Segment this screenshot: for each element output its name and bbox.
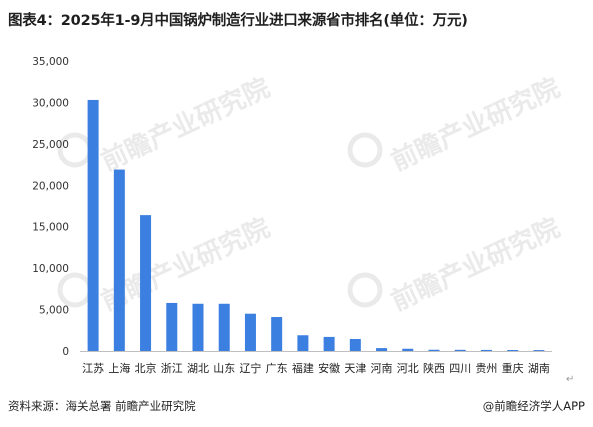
bar-8 [297,335,309,351]
category-label: 辽宁 [239,361,261,375]
bar-10 [349,338,361,351]
category-label: 四川 [449,362,471,375]
category-label: 上海 [108,361,130,375]
watermark-text: 前瞻产业研究院 [386,72,564,177]
bar-5 [218,303,230,351]
watermark-text: 前瞻产业研究院 [96,72,274,177]
y-tick-label: 0 [62,346,69,358]
bar-12 [402,348,414,351]
chart-title: 图表4：2025年1-9月中国锅炉制造行业进口来源省市排名(单位：万元) [8,13,468,29]
category-label: 广东 [266,362,288,375]
source-note: 资料来源：海关总署 前瞻产业研究院 [8,399,196,413]
y-tick-label: 35,000 [32,56,69,68]
category-label: 安徽 [318,361,340,375]
bar-1 [113,169,125,351]
y-tick-label: 10,000 [32,263,69,275]
y-tick-label: 5,000 [39,305,69,317]
brand-label: @前瞻经济学人APP [482,399,585,413]
bar-6 [244,313,256,351]
watermark-text: 前瞻产业研究院 [386,212,564,317]
bar-0 [87,99,99,351]
watermark-logo-icon [347,132,383,168]
bar-16 [507,350,519,351]
category-label: 河南 [371,362,393,375]
category-label: 北京 [135,361,157,375]
category-label: 山东 [213,362,235,375]
bar-3 [166,302,178,351]
return-mark: ↵ [566,374,575,385]
y-tick-label: 25,000 [32,139,69,151]
bar-4 [192,303,204,351]
category-label: 天津 [344,362,366,375]
category-label: 福建 [292,361,314,375]
category-label: 陕西 [423,361,445,375]
category-label: 江苏 [82,362,104,375]
bar-17 [533,350,545,351]
watermark-logo-icon [347,272,383,308]
bar-11 [376,348,388,351]
bar-13 [428,349,440,351]
bar-7 [271,317,283,351]
category-label: 贵州 [475,362,497,375]
category-label: 重庆 [502,361,524,375]
bar-14 [454,349,466,351]
y-axis-ticks: 0 5,000 10,000 15,000 20,000 25,000 30,000 35,0… [32,56,69,358]
y-tick-label: 20,000 [32,180,69,192]
category-labels: 江苏 上海 北京 浙江 湖北 山东 辽宁 广东 福建 安徽 天津 河南 河北 陕西 四川 贵州 重庆 湖南 [82,361,550,375]
watermark-logo-icon [57,272,93,308]
bar-15 [480,349,492,351]
y-tick-label: 15,000 [32,222,69,234]
category-label: 河北 [397,362,419,375]
bar-9 [323,336,335,351]
category-label: 湖北 [187,362,209,375]
bar-2 [140,215,152,351]
category-label: 湖南 [528,362,550,375]
bars-group [87,99,545,351]
category-label: 浙江 [161,362,183,375]
y-tick-label: 30,000 [32,97,69,109]
